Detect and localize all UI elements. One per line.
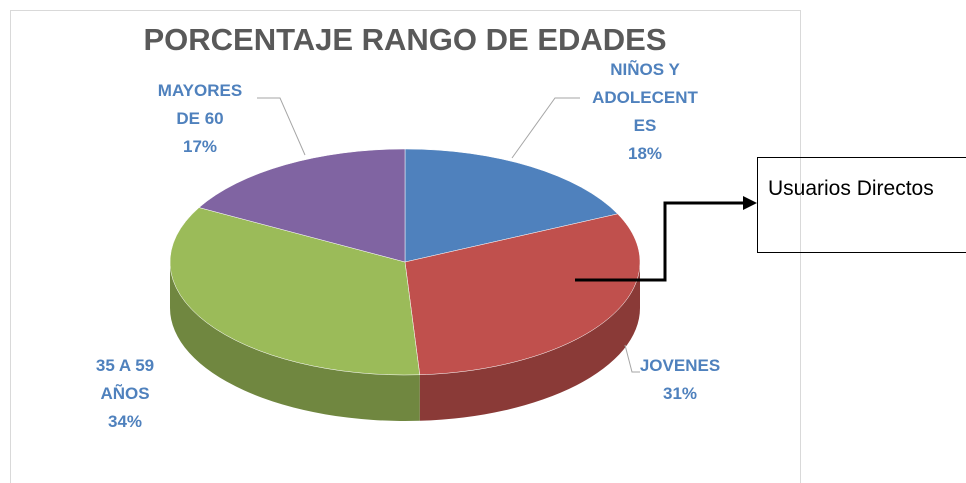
value-label: 18%	[627, 144, 663, 163]
leader-lines	[257, 97, 640, 373]
leader-line	[257, 97, 306, 156]
slice	[198, 148, 406, 263]
value-label: 34%	[107, 412, 143, 431]
data-label: NIÑOS Y ADOLECENTES 18%	[590, 56, 700, 168]
category-label: JOVENES	[639, 356, 721, 375]
value-label: 31%	[662, 384, 698, 403]
connector	[575, 201, 745, 282]
leader-line	[624, 344, 640, 373]
leader-line	[511, 97, 580, 159]
data-label: 35 A 59 AÑOS 34%	[70, 352, 180, 436]
slice	[404, 148, 619, 263]
annotation: Usuarios Directos	[757, 157, 966, 253]
slice	[404, 213, 641, 376]
category-label: 35 A 59 AÑOS	[95, 356, 155, 403]
data-label: JOVENES 31%	[625, 352, 735, 408]
arrow-head	[743, 196, 757, 210]
slice-side	[170, 262, 420, 421]
data-label: MAYORES DE 60 17%	[145, 77, 255, 161]
slice-side	[419, 262, 640, 421]
value-label: 17%	[182, 137, 218, 156]
chart-title: PORCENTAJE RANGO DE EDADES	[143, 22, 667, 57]
pie	[169, 148, 641, 421]
category-label: NIÑOS Y ADOLECENTES	[592, 60, 698, 135]
category-label: MAYORES DE 60	[157, 81, 243, 128]
